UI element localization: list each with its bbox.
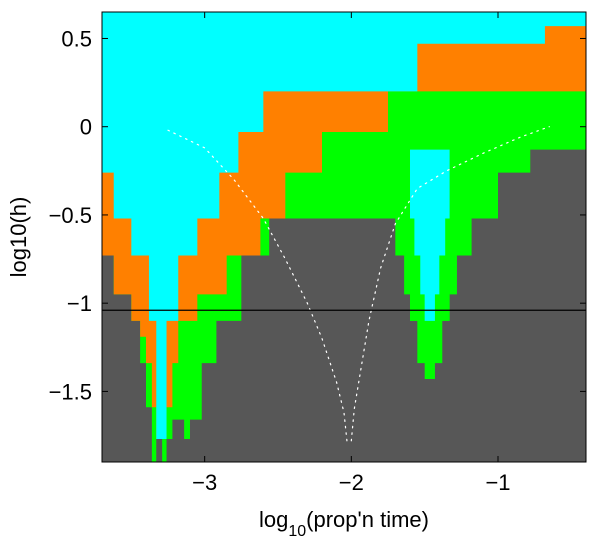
x-tick-label: −3: [192, 470, 217, 495]
axis-ticks: −3 −2 −1 0.5 0 −0.5 −1 −1.5: [49, 12, 586, 495]
dotted-curve-2: [350, 126, 550, 442]
x-tick-label: −1: [485, 470, 510, 495]
plot-frame: [101, 11, 587, 463]
region-cyan-notch: [410, 149, 450, 321]
x-tick-label: −2: [339, 470, 364, 495]
y-tick-label: 0: [80, 115, 92, 140]
y-tick-label: −1: [67, 291, 92, 316]
y-tick-label: 0.5: [61, 26, 92, 51]
dotted-curve-1: [167, 129, 348, 442]
region-notch-green: [410, 149, 450, 321]
x-axis-label: log10(prop'n time): [259, 507, 429, 540]
y-tick-label: −0.5: [49, 203, 92, 228]
x-axis-label-rest: (prop'n time): [306, 507, 429, 532]
x-axis-label-base: log: [259, 507, 288, 532]
y-tick-label: −1.5: [49, 379, 92, 404]
region-cyan: [102, 12, 586, 440]
x-axis-label-subscript: 10: [288, 523, 306, 540]
plot-area: [102, 12, 586, 462]
y-axis-label: log10(h): [6, 197, 31, 278]
